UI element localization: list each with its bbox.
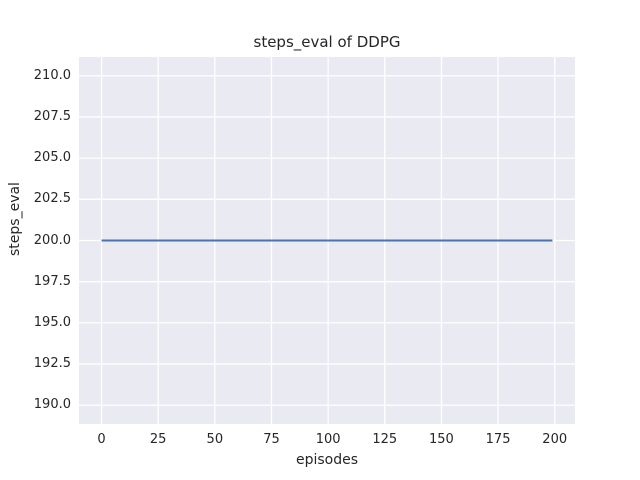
x-axis-label: episodes	[295, 452, 359, 468]
y-tick-label: 190.0	[33, 397, 71, 413]
x-tick-label: 175	[485, 432, 511, 447]
x-tick-label: 200	[542, 432, 568, 447]
y-tick-label: 197.5	[33, 273, 71, 289]
x-tick-label: 0	[97, 432, 106, 447]
y-tick-label: 205.0	[33, 150, 71, 166]
x-tick-label: 25	[149, 432, 167, 447]
x-tick-label: 125	[372, 432, 398, 447]
x-tick-label: 75	[263, 432, 280, 447]
y-tick-label: 207.5	[33, 108, 71, 124]
x-tick-label: 100	[315, 432, 341, 447]
y-tick-label: 192.5	[33, 356, 71, 372]
y-tick-label: 195.0	[33, 314, 71, 330]
y-tick-label: 200.0	[33, 232, 71, 248]
x-tick-label: 50	[206, 432, 224, 447]
y-axis-label: steps_eval	[7, 182, 23, 256]
y-tick-label: 202.5	[33, 191, 71, 207]
y-tick-label: 210.0	[33, 67, 71, 83]
x-tick-label: 150	[429, 432, 454, 447]
chart-title: steps_eval of DDPG	[253, 33, 401, 51]
